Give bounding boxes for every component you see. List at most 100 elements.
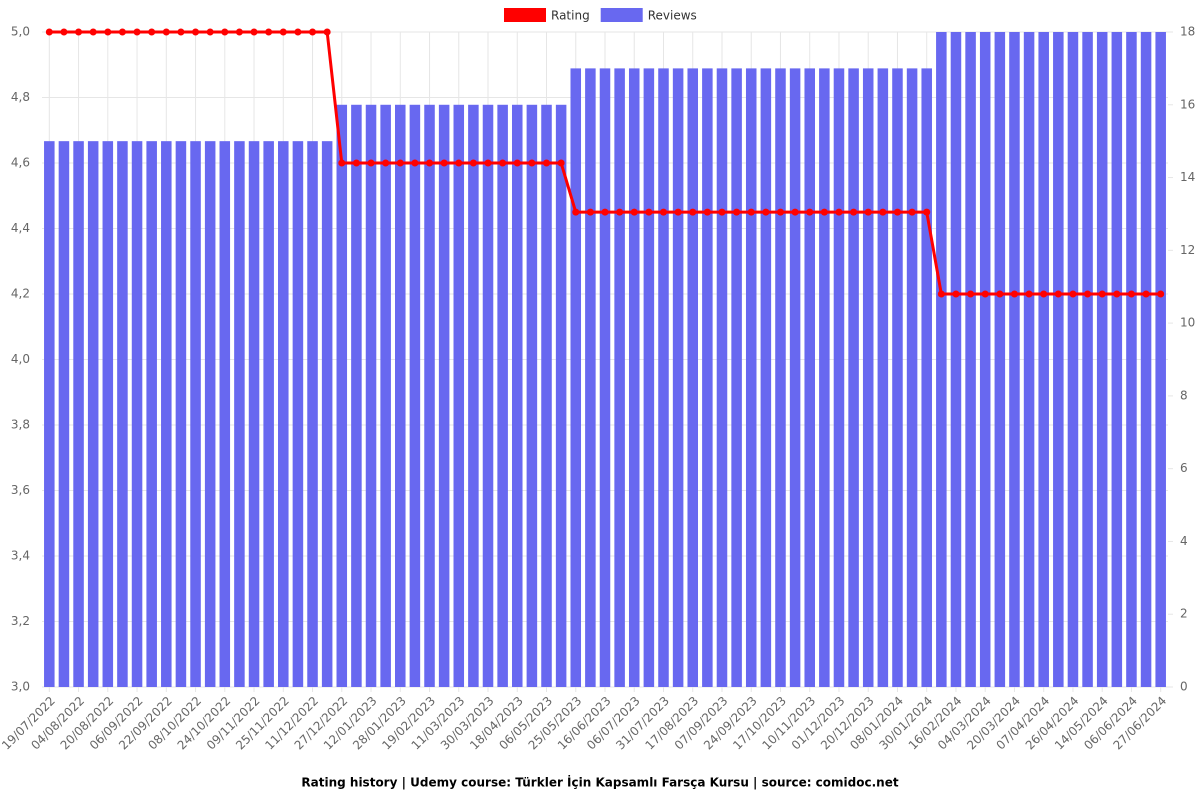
bar bbox=[409, 104, 421, 688]
bar bbox=[1140, 32, 1152, 687]
bar bbox=[760, 68, 772, 687]
bar bbox=[336, 104, 348, 688]
bar bbox=[702, 68, 713, 687]
bar bbox=[204, 141, 216, 687]
point bbox=[1157, 290, 1165, 298]
point bbox=[893, 208, 901, 216]
y2-tick-label: 4 bbox=[1180, 534, 1188, 548]
y-tick-label: 4,2 bbox=[11, 287, 30, 301]
point bbox=[382, 159, 390, 167]
bar bbox=[161, 141, 172, 687]
bar bbox=[131, 141, 143, 687]
y-tick-label: 3,0 bbox=[11, 680, 30, 694]
bar bbox=[190, 141, 201, 687]
bar bbox=[994, 32, 1006, 687]
point bbox=[104, 28, 112, 36]
point bbox=[206, 28, 214, 36]
point bbox=[1010, 290, 1018, 298]
point bbox=[309, 28, 317, 36]
point bbox=[60, 28, 68, 36]
bar bbox=[789, 68, 801, 687]
point bbox=[396, 159, 404, 167]
point bbox=[118, 28, 126, 36]
bar bbox=[541, 104, 552, 688]
bar bbox=[979, 32, 991, 687]
bar bbox=[175, 141, 187, 687]
point bbox=[981, 290, 989, 298]
point bbox=[557, 159, 565, 167]
point bbox=[352, 159, 360, 167]
bar bbox=[672, 68, 684, 687]
y2-tick-label: 2 bbox=[1180, 607, 1188, 621]
point bbox=[235, 28, 243, 36]
bar bbox=[468, 104, 479, 688]
bar bbox=[146, 141, 157, 687]
bar bbox=[745, 68, 757, 687]
y-tick-label: 3,8 bbox=[11, 418, 30, 432]
bar bbox=[511, 104, 523, 688]
bar bbox=[1096, 32, 1108, 687]
bar bbox=[395, 104, 406, 688]
point bbox=[367, 159, 375, 167]
y-tick-label: 4,0 bbox=[11, 352, 30, 366]
y2-tick-label: 6 bbox=[1180, 461, 1188, 475]
point bbox=[820, 208, 828, 216]
bar bbox=[321, 141, 333, 687]
bar bbox=[482, 104, 494, 688]
point bbox=[952, 290, 960, 298]
bar bbox=[1053, 32, 1064, 687]
point bbox=[572, 208, 580, 216]
point bbox=[1142, 290, 1150, 298]
y-tick-label: 3,6 bbox=[11, 483, 30, 497]
bar bbox=[731, 68, 742, 687]
point bbox=[528, 159, 536, 167]
point bbox=[1113, 290, 1121, 298]
point bbox=[762, 208, 770, 216]
point bbox=[601, 208, 609, 216]
y2-tick-label: 12 bbox=[1180, 243, 1195, 257]
point bbox=[133, 28, 141, 36]
y2-tick-label: 0 bbox=[1180, 680, 1188, 694]
point bbox=[616, 208, 624, 216]
bar bbox=[804, 68, 815, 687]
bar bbox=[585, 68, 596, 687]
point bbox=[586, 208, 594, 216]
point bbox=[806, 208, 814, 216]
point bbox=[908, 208, 916, 216]
y2-tick-label: 10 bbox=[1180, 316, 1195, 330]
legend-label: Rating bbox=[551, 9, 590, 23]
bar bbox=[936, 32, 947, 687]
bar bbox=[614, 68, 625, 687]
point bbox=[148, 28, 156, 36]
bar bbox=[234, 141, 245, 687]
point bbox=[879, 208, 887, 216]
bar bbox=[278, 141, 289, 687]
bar bbox=[307, 141, 318, 687]
bar bbox=[819, 68, 830, 687]
bar bbox=[526, 104, 538, 688]
bar bbox=[965, 32, 976, 687]
bar bbox=[453, 104, 465, 688]
bar bbox=[570, 68, 582, 687]
point bbox=[1040, 290, 1048, 298]
point bbox=[791, 208, 799, 216]
bar bbox=[921, 68, 932, 687]
point bbox=[279, 28, 287, 36]
y2-tick-label: 18 bbox=[1180, 25, 1195, 39]
y-tick-label: 5,0 bbox=[11, 25, 30, 39]
bar bbox=[438, 104, 450, 688]
bar bbox=[862, 68, 874, 687]
point bbox=[718, 208, 726, 216]
bar bbox=[380, 104, 391, 688]
bar bbox=[73, 141, 84, 687]
point bbox=[440, 159, 448, 167]
bar bbox=[58, 141, 70, 687]
bar bbox=[1155, 32, 1166, 687]
bar bbox=[716, 68, 728, 687]
point bbox=[338, 159, 346, 167]
point bbox=[455, 159, 463, 167]
y-tick-label: 4,6 bbox=[11, 156, 30, 170]
y-tick-label: 3,4 bbox=[11, 549, 30, 563]
point bbox=[469, 159, 477, 167]
point bbox=[1098, 290, 1106, 298]
